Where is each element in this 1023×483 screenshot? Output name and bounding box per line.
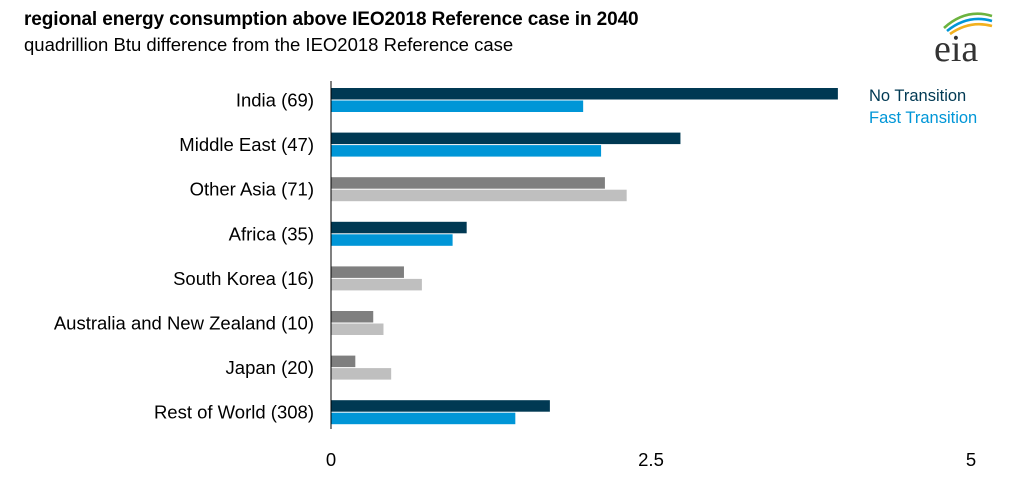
category-label: Australia and New Zealand (10) [54,313,314,334]
bar-no-transition [331,88,838,100]
bar-fast-transition [331,234,453,246]
bar-fast-transition [331,368,392,380]
bar-no-transition [331,132,681,145]
legend-no-transition: No Transition [869,87,966,105]
bar-fast-transition [331,412,516,425]
bar-fast-transition [331,278,422,291]
chart-subtitle: quadrillion Btu difference from the IEO2… [24,34,514,55]
x-tick-label: 0 [326,449,336,470]
bar-no-transition [331,221,467,234]
category-label: Rest of World (308) [154,402,314,423]
bar-fast-transition [331,323,384,335]
bar-fast-transition [331,145,602,157]
bar-no-transition [331,266,404,278]
bar-fast-transition [331,189,627,202]
category-label: Other Asia (71) [190,179,314,200]
x-tick-label: 5 [966,449,976,470]
category-label: Japan (20) [226,357,314,378]
bar-no-transition [331,400,550,412]
bar-no-transition [331,177,605,189]
eia-logo-icon: eia [930,6,998,70]
category-label: India (69) [236,90,314,111]
bar-no-transition [331,355,356,368]
category-label: South Korea (16) [173,268,314,289]
logo-text: eia [934,28,978,66]
chart-title: regional energy consumption above IEO201… [24,9,639,30]
bar-fast-transition [331,100,584,112]
x-tick-label: 2.5 [638,449,664,470]
category-label: Africa (35) [229,223,314,244]
category-label: Middle East (47) [179,134,314,155]
legend-fast-transition: Fast Transition [869,109,977,127]
bar-no-transition [331,311,374,323]
